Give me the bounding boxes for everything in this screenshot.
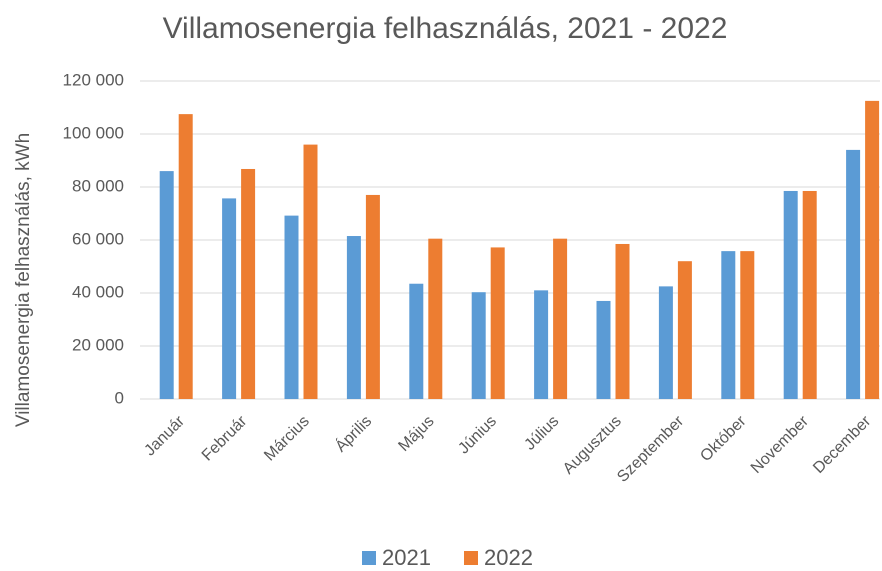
legend-label: 2022 xyxy=(484,545,533,570)
legend-swatch xyxy=(362,551,376,565)
bar xyxy=(365,194,380,399)
x-tick-label: Április xyxy=(331,411,375,455)
y-tick-label: 60 000 xyxy=(72,229,124,248)
bar xyxy=(409,283,424,399)
x-tick-label: Május xyxy=(395,413,437,455)
y-tick-label: 120 000 xyxy=(63,70,124,89)
x-tick-label: Június xyxy=(455,413,500,458)
bar xyxy=(677,261,692,399)
x-tick-label: Január xyxy=(141,412,188,459)
bar xyxy=(490,247,505,399)
y-tick-label: 80 000 xyxy=(72,176,124,195)
bar xyxy=(783,190,798,399)
y-tick-label: 100 000 xyxy=(63,123,124,142)
bar xyxy=(802,190,817,399)
x-tick-label: Augusztus xyxy=(560,413,625,478)
legend-label: 2021 xyxy=(382,545,431,570)
bar xyxy=(241,168,256,399)
y-tick-label: 0 xyxy=(115,388,124,407)
x-tick-label: November xyxy=(748,412,813,477)
x-tick-label: Július xyxy=(521,413,562,454)
bar xyxy=(846,149,861,399)
y-axis-title: Villamosenergia felhasználás, kWh xyxy=(13,133,34,427)
x-tick-label: Március xyxy=(261,413,313,465)
bar xyxy=(303,144,318,399)
bar xyxy=(534,290,549,399)
x-tick-label: December xyxy=(810,412,875,477)
bar xyxy=(865,100,880,399)
legend-swatch xyxy=(464,551,478,565)
bar xyxy=(222,198,237,399)
x-tick-label: Október xyxy=(697,412,750,465)
chart-title: Villamosenergia felhasználás, 2021 - 202… xyxy=(163,12,728,45)
x-tick-label: Február xyxy=(199,412,251,464)
bar xyxy=(178,114,193,399)
bar xyxy=(740,251,755,399)
x-tick-label: Szeptember xyxy=(614,412,688,486)
bar xyxy=(346,236,361,399)
bar xyxy=(658,286,673,399)
bar xyxy=(284,215,299,399)
y-tick-label: 40 000 xyxy=(72,282,124,301)
bar xyxy=(596,300,611,399)
bar xyxy=(159,171,174,399)
bar xyxy=(471,292,486,399)
bar xyxy=(553,238,568,399)
y-tick-label: 20 000 xyxy=(72,335,124,354)
bar xyxy=(428,238,443,399)
bar xyxy=(721,251,736,399)
bar xyxy=(615,243,630,399)
